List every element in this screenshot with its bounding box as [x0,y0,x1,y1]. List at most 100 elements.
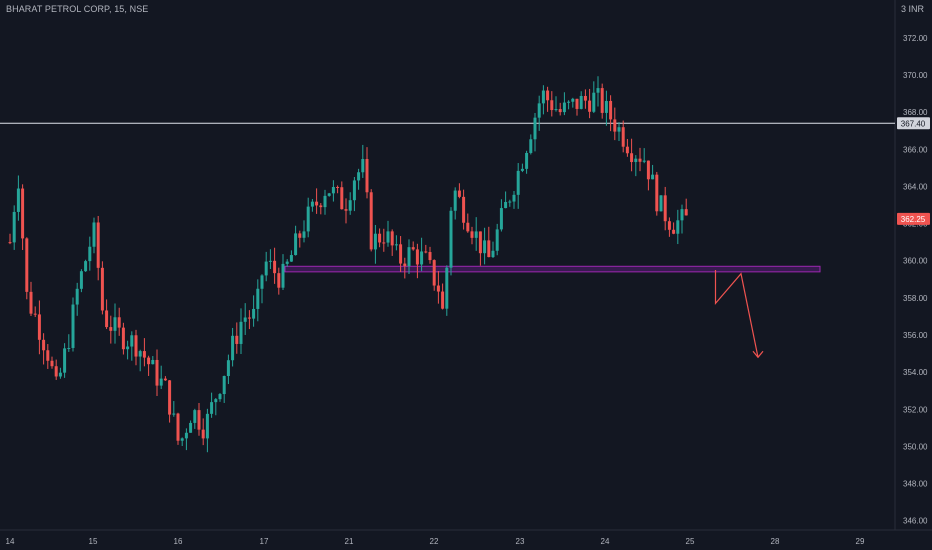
candle-body [273,260,277,274]
candle-body [42,339,46,351]
candle-body [474,231,478,238]
candle-body [134,335,138,357]
candle-body [462,196,466,223]
candle-body [289,255,293,262]
candle-body [516,170,520,195]
candle-body [579,95,583,109]
candle-body [420,251,424,265]
currency-label: 3 INR [900,4,924,14]
candle-body [613,119,617,132]
candle-body [554,109,558,111]
support-zone [284,265,821,273]
y-tick-label: 352.00 [903,405,928,414]
candle-body [558,109,562,113]
candle-body [96,222,100,268]
candle-body [210,402,214,414]
candle-body [117,317,121,328]
candle-body [172,413,176,415]
candle-body [46,350,50,361]
x-tick-label: 25 [686,537,695,546]
y-tick-label: 346.00 [903,517,928,526]
candle-body [365,159,369,193]
candle-body [201,429,205,439]
candle-body [592,92,596,112]
candle-body [100,267,104,311]
candle-body [16,188,20,212]
x-tick-label: 22 [430,537,439,546]
y-tick-label: 360.00 [903,257,928,266]
candle-body [63,348,67,373]
candle-body [470,231,474,238]
candle-body [533,117,537,140]
candle-body [239,321,243,344]
x-tick-label: 23 [516,537,525,546]
candle-body [550,100,554,111]
candle-body [67,347,71,349]
candle-body [193,410,197,423]
candle-body [29,291,33,314]
candle-body [621,127,625,147]
candle-body [71,304,75,348]
candle-body [302,231,306,238]
candle-body [319,205,323,208]
candle-body [226,360,230,377]
candle-body [512,194,516,202]
candle-body [315,201,319,206]
candle-body [407,247,411,267]
candle-body [373,233,377,250]
y-tick-label: 356.00 [903,331,928,340]
candle-body [571,98,575,102]
candle-body [520,168,524,171]
candle-body [663,195,667,222]
candle-body [357,172,361,181]
y-tick-label: 368.00 [903,108,928,117]
candle-body [155,359,159,386]
x-tick-label: 17 [260,537,269,546]
candle-body [596,88,600,93]
candle-body [294,233,298,256]
candle-body [205,413,209,439]
candle-body [168,380,172,415]
y-tick-label: 348.00 [903,480,928,489]
candle-body [403,263,407,267]
candle-body [449,210,453,268]
candle-body [634,158,638,163]
candle-body [252,308,256,319]
candle-body [277,273,281,288]
candle-body [231,335,235,361]
candle-body [25,238,29,292]
candle-body [189,422,193,433]
y-tick-label: 372.00 [903,34,928,43]
candle-body [75,288,79,305]
y-tick-label: 350.00 [903,442,928,451]
candle-body [285,261,289,264]
resistance-price-label: 367.40 [901,119,926,128]
candle-body [600,88,604,113]
candle-body [222,376,226,395]
candle-body [113,317,117,331]
candle-body [235,335,239,344]
y-tick-label: 354.00 [903,368,928,377]
candle-body [567,101,571,103]
candle-body [583,95,587,101]
candle-body [264,261,268,276]
candle-body [214,399,218,403]
candle-body [105,310,109,328]
candle-body [33,313,37,315]
candle-body [428,252,432,261]
candle-body [508,201,512,203]
candle-body [331,187,335,194]
candle-body [651,174,655,180]
candle-body [394,244,398,246]
candle-body [659,195,663,212]
x-tick-label: 21 [345,537,354,546]
x-tick-label: 16 [174,537,183,546]
candle-body [256,288,260,309]
candle-body [126,346,130,350]
candle-body [457,190,461,197]
candle-body [92,222,96,247]
candle-body [424,251,428,253]
candle-body [163,378,167,381]
candle-body [298,233,302,238]
